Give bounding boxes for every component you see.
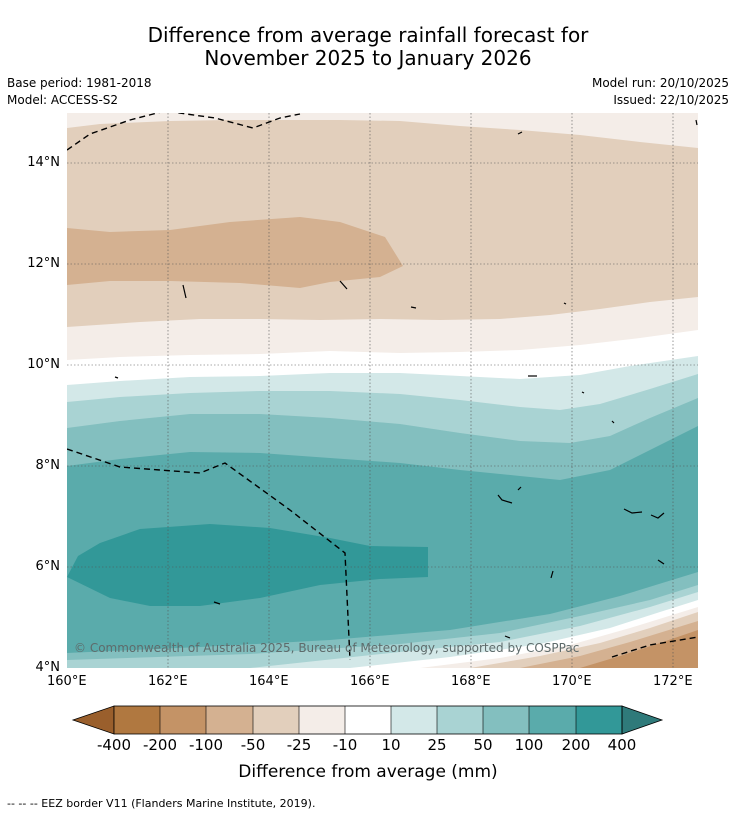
colorbar-label-10: 10 <box>381 736 401 754</box>
colorbar-bin-10 <box>529 706 576 734</box>
colorbar-label-25: 25 <box>427 736 447 754</box>
eez-borders <box>67 113 698 661</box>
y-tick-8n: 8°N <box>35 458 61 473</box>
y-tick-6n: 6°N <box>35 559 61 574</box>
colorbar-bin-9 <box>483 706 529 734</box>
title-line-2: November 2025 to January 2026 <box>204 46 532 70</box>
contour-200-400 <box>67 524 428 606</box>
copyright-notice: © Commonwealth of Australia 2025, Bureau… <box>74 641 580 655</box>
colorbar-label-minus400: -400 <box>96 736 132 754</box>
colorbar-extend-high <box>621 705 664 735</box>
model-run: Model run: 20/10/2025 <box>591 76 729 90</box>
colorbar-label-minus10: -10 <box>332 736 358 754</box>
colorbar-label-400: 400 <box>607 736 637 754</box>
colorbar-label-50: 50 <box>473 736 493 754</box>
y-tick-12n: 12°N <box>27 256 60 271</box>
colorbar-bin-7 <box>391 706 437 734</box>
colorbar-bin-5 <box>299 706 345 734</box>
colorbar-label-100: 100 <box>514 736 544 754</box>
colorbar-extend-low <box>71 705 115 735</box>
base-period: Base period: 1981-2018 <box>7 76 152 90</box>
contour-south-minus100-minus200 <box>580 630 698 668</box>
colorbar-bin-4 <box>253 706 299 734</box>
map-gridlines <box>67 113 698 668</box>
colorbar-title: Difference from average (mm) <box>238 762 498 782</box>
y-tick-14n: 14°N <box>27 155 60 170</box>
map-plot-area <box>67 113 698 668</box>
colorbar-bin-6 <box>345 706 391 734</box>
colorbar-label-200: 200 <box>561 736 591 754</box>
islands <box>114 119 698 639</box>
colorbar-label-minus25: -25 <box>286 736 312 754</box>
title-line-1: Difference from average rainfall forecas… <box>147 23 589 47</box>
colorbar-bin-3 <box>206 706 253 734</box>
colorbar-bin-11 <box>576 706 622 734</box>
issued-date: Issued: 22/10/2025 <box>613 93 729 107</box>
x-tick-162e: 162°E <box>148 674 188 689</box>
model-name: Model: ACCESS-S2 <box>7 93 119 107</box>
y-tick-4n: 4°N <box>35 660 61 675</box>
x-tick-170e: 170°E <box>552 674 592 689</box>
colorbar-label-minus200: -200 <box>142 736 178 754</box>
x-tick-166e: 166°E <box>350 674 390 689</box>
contour-minus50-minus100 <box>67 217 403 288</box>
colorbar <box>71 705 664 735</box>
colorbar-bin-2 <box>160 706 206 734</box>
colorbar-label-minus100: -100 <box>188 736 224 754</box>
y-tick-10n: 10°N <box>27 357 60 372</box>
colorbar-bin-8 <box>437 706 483 734</box>
x-tick-168e: 168°E <box>451 674 491 689</box>
x-tick-160e: 160°E <box>47 674 87 689</box>
contour-minus25-minus50 <box>67 120 698 327</box>
colorbar-label-minus50: -50 <box>240 736 266 754</box>
eez-footnote: -- -- -- EEZ border V11 (Flanders Marine… <box>7 797 316 810</box>
x-tick-172e: 172°E <box>653 674 693 689</box>
x-tick-164e: 164°E <box>249 674 289 689</box>
colorbar-bin-1 <box>114 706 160 734</box>
